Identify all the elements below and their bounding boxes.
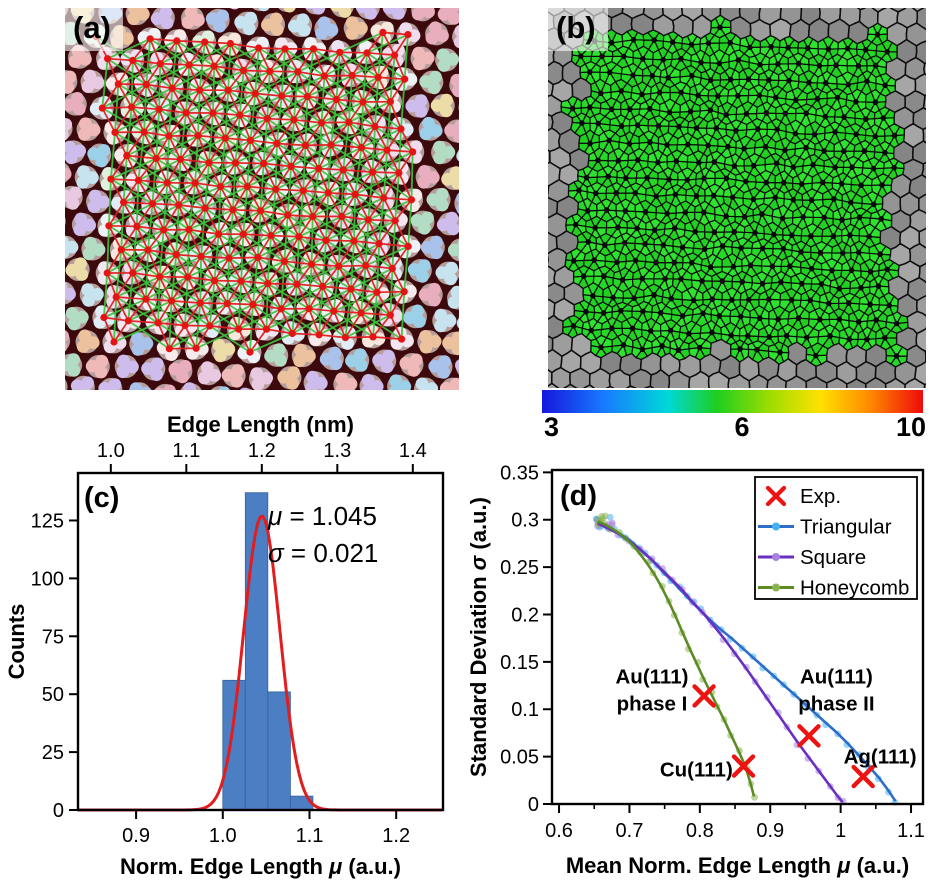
svg-text:Standard Deviation σ (a.u.): Standard Deviation σ (a.u.) bbox=[470, 497, 491, 777]
svg-text:0: 0 bbox=[53, 800, 64, 822]
svg-text:0.9: 0.9 bbox=[756, 820, 784, 842]
svg-text:phase II: phase II bbox=[798, 693, 874, 716]
svg-text:σ = 0.021: σ = 0.021 bbox=[268, 538, 378, 568]
svg-text:1.1: 1.1 bbox=[296, 825, 324, 847]
svg-text:75: 75 bbox=[42, 626, 64, 648]
svg-text:1.2: 1.2 bbox=[382, 825, 410, 847]
svg-text:0.6: 0.6 bbox=[545, 820, 573, 842]
svg-text:Norm. Edge Length μ (a.u.): Norm. Edge Length μ (a.u.) bbox=[120, 854, 401, 879]
svg-text:0.25: 0.25 bbox=[500, 557, 539, 579]
svg-text:1.1: 1.1 bbox=[172, 440, 200, 462]
svg-text:50: 50 bbox=[42, 684, 64, 706]
svg-text:0.7: 0.7 bbox=[616, 820, 644, 842]
svg-text:Au(111): Au(111) bbox=[800, 666, 873, 689]
svg-text:Counts: Counts bbox=[8, 604, 29, 680]
panel-b: (b) bbox=[548, 8, 926, 388]
svg-text:Square: Square bbox=[800, 546, 866, 569]
svg-text:Au(111): Au(111) bbox=[616, 666, 689, 689]
svg-text:0.3: 0.3 bbox=[511, 510, 539, 532]
svg-text:125: 125 bbox=[31, 510, 64, 532]
svg-text:1.3: 1.3 bbox=[323, 440, 351, 462]
svg-text:1.2: 1.2 bbox=[248, 440, 276, 462]
svg-text:phase I: phase I bbox=[617, 693, 688, 716]
svg-text:0.8: 0.8 bbox=[686, 820, 714, 842]
panel-c-histogram-chart: 0.9 1.0 1.1 1.2 1.0 1.1 1.2 1.3 1.4 0 25 50 75 100 125… bbox=[8, 412, 445, 879]
svg-text:0.35: 0.35 bbox=[500, 462, 539, 484]
svg-text:1.1: 1.1 bbox=[897, 820, 925, 842]
colorbar-tick-min: 3 bbox=[544, 412, 560, 442]
panel-a: (a) bbox=[65, 8, 459, 390]
svg-text:25: 25 bbox=[42, 742, 64, 764]
panel-d-line-chart: 0.6 0.7 0.8 0.9 1 1.1 0 0.05 0.1 0.15 0.2 0.25 0.3 0.… bbox=[470, 462, 925, 878]
svg-text:(d): (d) bbox=[560, 480, 597, 512]
colorbar bbox=[542, 390, 923, 413]
svg-text:Ag(111): Ag(111) bbox=[844, 746, 917, 769]
svg-text:Edge Length (nm): Edge Length (nm) bbox=[167, 412, 354, 437]
colorbar-tick-max: 10 bbox=[896, 412, 927, 442]
svg-text:1.0: 1.0 bbox=[209, 825, 237, 847]
svg-text:0.05: 0.05 bbox=[500, 747, 539, 769]
svg-text:1.0: 1.0 bbox=[97, 440, 125, 462]
panel-a-label: (a) bbox=[65, 8, 123, 51]
voronoi-tessellation-image bbox=[548, 8, 926, 388]
svg-text:0.2: 0.2 bbox=[511, 604, 539, 626]
svg-text:100: 100 bbox=[31, 568, 64, 590]
svg-text:Cu(111): Cu(111) bbox=[660, 759, 733, 782]
svg-text:(c): (c) bbox=[84, 482, 119, 514]
svg-text:Mean Norm. Edge Length μ (a.u.: Mean Norm. Edge Length μ (a.u.) bbox=[566, 853, 909, 878]
svg-text:μ = 1.045: μ = 1.045 bbox=[267, 501, 377, 531]
colorbar-tick-mid: 6 bbox=[734, 412, 750, 442]
svg-text:0.1: 0.1 bbox=[511, 699, 539, 721]
svg-text:0: 0 bbox=[528, 794, 539, 816]
svg-text:Exp.: Exp. bbox=[800, 485, 841, 508]
svg-text:0.15: 0.15 bbox=[500, 652, 539, 674]
svg-text:1.4: 1.4 bbox=[399, 440, 427, 462]
svg-text:0.9: 0.9 bbox=[122, 825, 150, 847]
svg-text:Honeycomb: Honeycomb bbox=[800, 577, 909, 600]
panel-b-label: (b) bbox=[548, 8, 608, 51]
svg-text:1: 1 bbox=[835, 820, 846, 842]
stm-lattice-image bbox=[65, 8, 459, 390]
svg-text:Triangular: Triangular bbox=[800, 516, 892, 539]
